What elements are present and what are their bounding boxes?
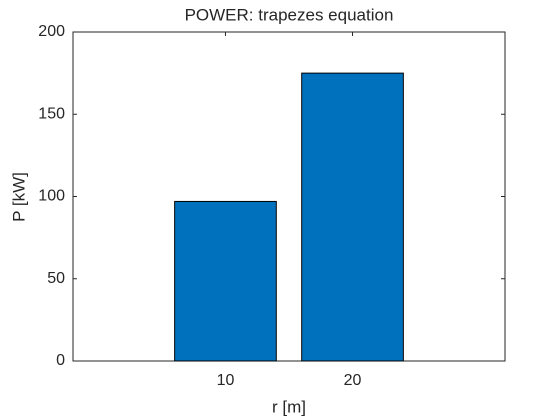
chart-title: POWER: trapezes equation [185, 5, 394, 24]
x-tick-label: 20 [344, 372, 362, 389]
y-tick-label: 0 [56, 352, 65, 369]
x-tick-label: 10 [217, 372, 235, 389]
x-axis-label: r [m] [272, 397, 306, 416]
y-tick-label: 50 [47, 270, 65, 287]
bar [174, 200, 277, 362]
plot-area [72, 31, 506, 362]
y-axis-label: P [kW] [9, 172, 28, 222]
y-tick-label: 150 [38, 105, 65, 122]
bar [301, 72, 404, 362]
y-tick-label: 200 [38, 23, 65, 40]
y-tick-label: 100 [38, 188, 65, 205]
